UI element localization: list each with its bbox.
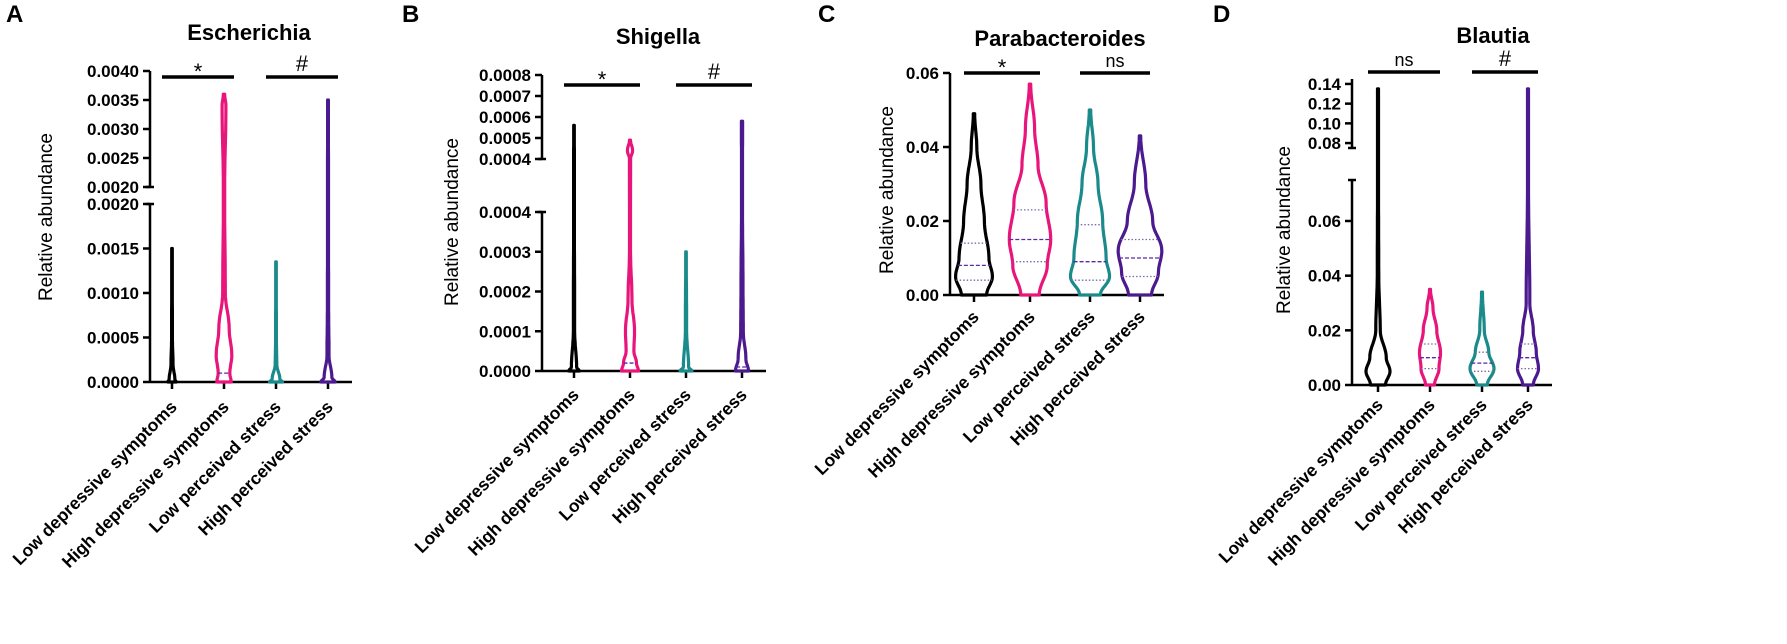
violin-4: [733, 119, 751, 373]
violin-1: [954, 112, 994, 297]
y-axis-label: Relative abundance: [36, 133, 57, 301]
significance-label: #: [708, 59, 721, 84]
panel-a: A Escherichia 0.0000 0.0005 0.0010 0.0015 0.00…: [6, 1, 352, 572]
y-tick-label: 0.0020: [87, 195, 139, 214]
y-tick-label: 0.06: [1308, 212, 1341, 231]
y-tick-label: 0.02: [1308, 321, 1341, 340]
y-tick-label: 0.14: [1308, 75, 1342, 94]
y-tick-label: 0.0025: [87, 149, 139, 168]
y-tick-label: 0.00: [906, 286, 939, 305]
y-tick-label: 0.0001: [479, 322, 531, 341]
significance-label: *: [998, 55, 1007, 80]
violin-2: [1417, 287, 1443, 387]
y-tick-label: 0.0005: [479, 129, 531, 148]
y-tick-label: 0.0006: [479, 108, 531, 127]
violin-2: [214, 92, 234, 384]
violin-1: [567, 123, 581, 373]
y-tick-label: 0.0008: [479, 66, 531, 85]
y-tick-label: 0.0015: [87, 240, 139, 259]
significance-label: ns: [1394, 50, 1413, 70]
y-axis-label: Relative abundance: [442, 138, 463, 306]
violin-2: [1007, 82, 1053, 297]
panel-c: C Parabacteroides 0.00 0.02 0.04 0.06 Relative…: [811, 1, 1164, 482]
y-tick-label: 0.0002: [479, 283, 531, 302]
y-tick-label: 0.04: [906, 138, 940, 157]
y-tick-label: 0.0004: [479, 203, 532, 222]
y-tick-label: 0.10: [1308, 114, 1341, 133]
violin-4: [1116, 134, 1164, 297]
y-tick-label: 0.0030: [87, 120, 139, 139]
y-tick-label: 0.0040: [87, 62, 139, 81]
violin-1: [166, 246, 178, 384]
y-tick-label: 0.0003: [479, 243, 531, 262]
panel-title: Shigella: [616, 24, 701, 49]
y-tick-label: 0.0020: [87, 178, 139, 197]
violin-3: [267, 260, 285, 384]
panel-title: Blautia: [1456, 23, 1530, 48]
violin-3: [1068, 108, 1112, 297]
y-tick-label: 0.0007: [479, 87, 531, 106]
violin-3: [678, 250, 694, 373]
significance-label: ns: [1105, 51, 1124, 71]
panel-letter: D: [1213, 1, 1230, 28]
y-tick-label: 0.02: [906, 212, 939, 231]
y-tick-label: 0.0010: [87, 284, 139, 303]
y-axis-label: Relative abundance: [1274, 146, 1295, 314]
panel-d: D Blautia 0.00 0.02 0.04 0.06 0.080.100.120.14…: [1213, 1, 1552, 570]
violin-1: [1364, 87, 1392, 387]
y-tick-label: 0.0004: [479, 150, 532, 169]
y-tick-label: 0.0000: [87, 373, 139, 392]
y-tick-label: 0.06: [906, 64, 939, 83]
significance-label: #: [296, 51, 309, 76]
y-axis-label: Relative abundance: [877, 106, 898, 274]
panel-letter: A: [6, 1, 23, 28]
panel-title: Escherichia: [187, 20, 311, 45]
panel-title: Parabacteroides: [974, 26, 1145, 51]
significance-label: #: [1499, 46, 1512, 71]
y-tick-label: 0.12: [1308, 95, 1341, 114]
significance-label: *: [598, 67, 607, 92]
y-tick-label: 0.0035: [87, 91, 139, 110]
significance-label: *: [194, 59, 203, 84]
y-tick-label: 0.0005: [87, 329, 139, 348]
panel-letter: C: [818, 1, 835, 28]
violin-4: [319, 98, 337, 384]
panel-b: B Shigella 0.0000 0.0001 0.0002 0.0003 0.0004 0…: [402, 1, 766, 560]
violin-2: [619, 138, 641, 373]
violin-4: [1515, 87, 1541, 387]
y-tick-label: 0.00: [1308, 376, 1341, 395]
y-tick-label: 0.04: [1308, 267, 1342, 286]
y-tick-label: 0.0000: [479, 362, 531, 381]
panel-letter: B: [402, 1, 419, 28]
y-tick-label: 0.08: [1308, 134, 1341, 153]
